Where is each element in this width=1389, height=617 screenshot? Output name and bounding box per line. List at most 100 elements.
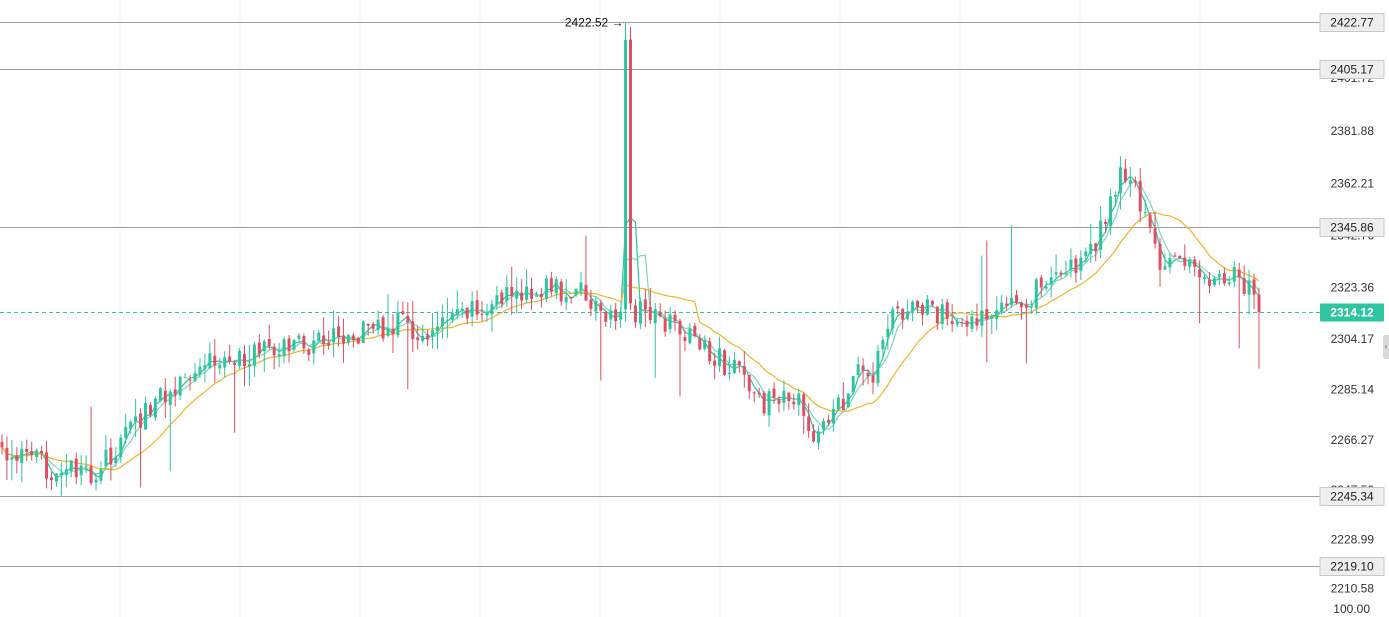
candle-body (940, 304, 944, 324)
candle-body (1118, 167, 1122, 194)
candle-body (267, 339, 271, 347)
candle-body (787, 392, 791, 401)
candle-body (1247, 281, 1251, 295)
candle-body (431, 330, 435, 337)
candle-body (238, 351, 242, 366)
candle-body (183, 377, 187, 379)
candle-body (168, 391, 172, 405)
candle-body (153, 398, 157, 418)
candle-body (713, 360, 717, 366)
candle-body (366, 323, 370, 326)
candle-body (1074, 258, 1078, 273)
candle-body (980, 310, 984, 326)
candle-body (930, 301, 934, 305)
candle-body (708, 341, 712, 362)
candle-body (213, 355, 217, 366)
candle-body (460, 308, 464, 311)
candle-body (30, 451, 34, 456)
candle-body (426, 334, 430, 340)
candle-body (510, 286, 514, 296)
candle-body (1005, 303, 1009, 306)
candle-body (851, 376, 855, 393)
candle-body (79, 465, 83, 476)
price-level-badge[interactable] (1319, 13, 1385, 32)
candle-body (1000, 302, 1004, 312)
candle-body (703, 340, 707, 350)
candle-body (346, 335, 350, 343)
candle-body (114, 457, 118, 464)
price-level-badge[interactable] (1319, 557, 1385, 576)
candle-body (723, 350, 727, 376)
candle-body (1079, 257, 1083, 271)
candle-body (777, 399, 781, 404)
candle-body (1109, 196, 1113, 227)
candle-body (1044, 286, 1048, 289)
candle-body (822, 421, 825, 430)
candle-body (604, 311, 608, 322)
candle-body (826, 419, 830, 423)
candle-body (911, 301, 915, 312)
candle-body (965, 320, 969, 327)
candle-body (188, 379, 192, 381)
candle-body (881, 339, 885, 350)
candle-body (40, 450, 44, 454)
candle-body (530, 288, 534, 299)
candle-body (223, 357, 227, 368)
candle-body (287, 338, 291, 352)
candle-body (960, 322, 964, 324)
candle-body (1208, 279, 1211, 286)
candle-body (891, 309, 895, 329)
candle-body (455, 309, 459, 316)
candle-body (252, 344, 256, 367)
level-labels: 2422.77 2405.17 2345.86 2245.34 2219.10 2314.… (565, 13, 1385, 576)
price-level-badge[interactable] (1319, 60, 1385, 79)
y-tick-label: 2228.99 (1331, 533, 1375, 547)
candle-body (495, 295, 499, 305)
price-level-badge[interactable] (1319, 487, 1385, 506)
candle-body (1217, 273, 1221, 277)
y-tick-label: 2323.36 (1331, 281, 1375, 295)
candle-body (1015, 295, 1018, 304)
candle-body (589, 299, 593, 309)
candle-body (594, 301, 598, 312)
candle-body (619, 311, 623, 320)
candle-body (163, 390, 167, 403)
y-tick-label: 2210.58 (1331, 582, 1375, 596)
candle-body (322, 335, 326, 345)
candle-body (119, 437, 123, 457)
candle-body (436, 326, 439, 332)
candle-body (356, 337, 360, 344)
candle-body (139, 413, 143, 428)
candle-body (732, 359, 736, 374)
candle-body (1049, 277, 1053, 285)
last-price-badge[interactable] (1320, 303, 1384, 322)
candle-body (99, 468, 103, 481)
candle-body (1158, 243, 1162, 270)
candle-body (520, 292, 524, 301)
candle-body (203, 365, 207, 369)
candle-body (1069, 259, 1073, 270)
candle-body (1034, 279, 1038, 308)
candle-body (470, 301, 474, 317)
price-level-badge[interactable] (1319, 218, 1385, 237)
candle-body (50, 477, 53, 481)
candle-body (1039, 277, 1043, 288)
candle-body (208, 353, 212, 369)
y-tick-label: 2266.27 (1331, 433, 1375, 447)
candle-body (569, 296, 573, 298)
axis-collapse-handle[interactable]: › (1383, 335, 1389, 359)
candle-body (129, 421, 133, 429)
candle-body (599, 303, 603, 311)
candle-body (856, 364, 860, 375)
candle-body (658, 311, 662, 317)
candle-body (1242, 277, 1246, 294)
candle-body (752, 392, 756, 394)
candle-body (54, 473, 58, 482)
candle-body (361, 321, 365, 343)
candle-body (257, 342, 261, 354)
candle-body (841, 398, 845, 411)
candle-body (688, 328, 692, 344)
candle-body (25, 448, 29, 453)
candle-body (1232, 266, 1236, 282)
